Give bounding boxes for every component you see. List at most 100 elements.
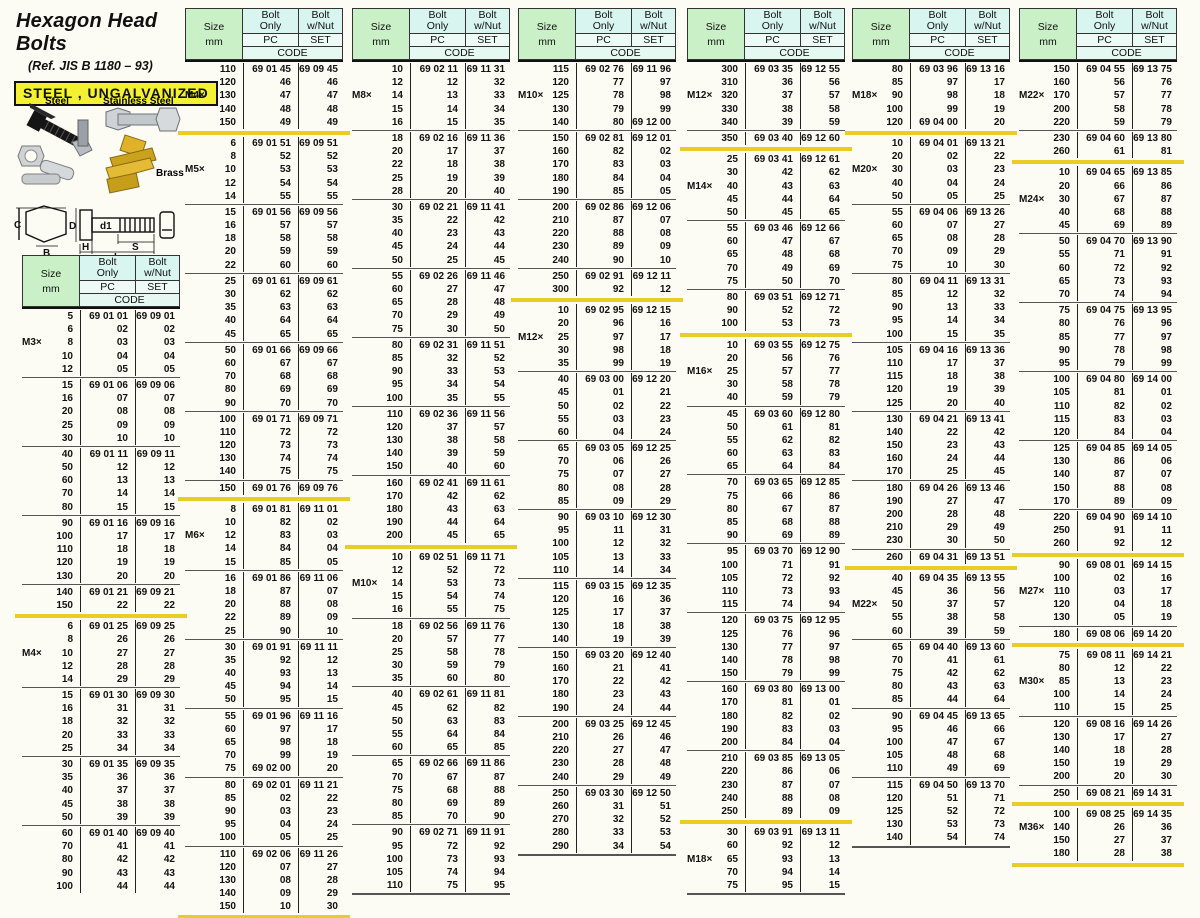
- pc-code-cell: 44: [80, 879, 136, 893]
- size-cell: 350: [687, 132, 745, 145]
- pc-code-cell: 29: [910, 521, 966, 535]
- table-row: 60 13 13: [22, 474, 180, 488]
- pc-code-cell: 52: [745, 304, 801, 318]
- size-value: 20: [391, 146, 403, 158]
- set-code-cell: 74: [326, 453, 338, 465]
- pc-code-cell: 89: [576, 240, 632, 254]
- size-value: 200: [1053, 771, 1070, 783]
- size-cell: 60: [687, 447, 745, 460]
- size-cell: 35: [22, 771, 80, 784]
- set-code-cell: 16: [659, 318, 671, 330]
- table-row: 180 43 63: [352, 503, 510, 517]
- table-row: 210 29 49: [852, 521, 1010, 535]
- size-cell: 105: [687, 572, 745, 585]
- size-value: 35: [391, 673, 403, 685]
- set-code-cell: 59: [828, 116, 840, 128]
- table-body: 115 69 02 76 69 11 96 120 77 97 M10× 125 78 98 130…: [511, 60, 683, 856]
- size-value: 140: [1053, 469, 1070, 481]
- size-cell: 190: [518, 185, 576, 198]
- pc-code-cell: 40: [410, 460, 466, 474]
- size-value: 20: [391, 633, 403, 645]
- thread-size-prefix: M10×: [352, 577, 378, 589]
- size-value: 25: [391, 646, 403, 658]
- set-code-cell: 69 12 00: [632, 116, 671, 128]
- set-code-cell: 03: [659, 159, 671, 171]
- pc-code-cell: 02: [910, 150, 966, 164]
- size-value: 25: [224, 625, 236, 637]
- size-cell: 30: [352, 659, 410, 672]
- set-code-cell: 94: [493, 866, 505, 878]
- pc-code-cell: 57: [243, 219, 299, 233]
- thread-size-prefix: M5×: [185, 164, 205, 176]
- pc-code-cell: 89: [745, 804, 801, 819]
- size-cell: 50: [22, 811, 80, 824]
- size-cell: 170: [1019, 495, 1077, 508]
- pc-code-cell: 12: [1077, 661, 1133, 676]
- size-value: 65: [391, 758, 403, 770]
- size-value: 85: [1058, 676, 1070, 688]
- thread-size-prefix: M12×: [687, 90, 713, 102]
- yellow-divider: [511, 298, 683, 303]
- pc-code-cell: 98: [243, 736, 299, 750]
- table-row: 190 85 05: [518, 184, 676, 198]
- size-value: 70: [891, 246, 903, 258]
- pc-code-cell: 69 03 30: [576, 786, 632, 800]
- pc-code-cell: 22: [410, 214, 466, 228]
- size-value: 80: [1058, 662, 1070, 674]
- set-code-cell: 87: [1160, 193, 1172, 205]
- size-value: 130: [386, 435, 403, 447]
- table-row: 16 31 31: [22, 702, 180, 716]
- size-cell: 55: [687, 222, 745, 235]
- table-header: Size mm Bolt Only Bolt w/Nut PC SET CODE: [852, 8, 1010, 60]
- set-code-cell: 37: [993, 357, 1005, 369]
- set-code-cell: 45: [493, 254, 505, 266]
- size-value: 40: [61, 448, 73, 460]
- table-row: 150 79 99: [687, 667, 845, 681]
- size-value: 12: [61, 363, 73, 375]
- pc-code-cell: 69 08 21: [1077, 786, 1133, 800]
- size-value: 150: [886, 440, 903, 452]
- size-cell: 190: [852, 495, 910, 508]
- size-value: 210: [721, 753, 738, 765]
- size-value: 120: [219, 440, 236, 452]
- size-value: 170: [1053, 495, 1070, 507]
- table-row: 25 58 78: [352, 645, 510, 660]
- table-row: 70 14 14: [22, 487, 180, 501]
- size-value: 14: [224, 190, 236, 202]
- set-code-cell: 31: [163, 703, 175, 715]
- set-code-cell: 08: [828, 792, 840, 804]
- set-code-cell: 85: [493, 742, 505, 754]
- size-value: 60: [891, 220, 903, 232]
- pc-code-cell: 05: [80, 362, 136, 376]
- size-cell: 45: [185, 328, 243, 341]
- table-row: 140 69 01 21 69 09 21: [22, 585, 180, 599]
- size-value: 35: [224, 302, 236, 314]
- pc-code-cell: 26: [576, 731, 632, 745]
- size-cell: 75: [687, 490, 745, 503]
- size-cell: 230: [518, 757, 576, 770]
- table-row: 50 95 15: [185, 693, 343, 707]
- size-value: 70: [1058, 289, 1070, 300]
- set-code-cell: 69 11 36: [466, 132, 505, 144]
- pc-code-cell: 87: [745, 778, 801, 792]
- size-cell: 120: [1019, 426, 1077, 439]
- size-value: 10: [61, 350, 73, 362]
- pc-code-cell: 61: [1077, 145, 1133, 159]
- size-cell: 95: [852, 314, 910, 327]
- size-cell: 170: [852, 465, 910, 478]
- bolt-with-nut-header: Bolt w/Nut: [136, 255, 180, 281]
- set-code-cell: 69 09 01: [136, 311, 175, 322]
- size-value: 75: [891, 259, 903, 271]
- size-value: 65: [224, 737, 236, 748]
- size-value: 35: [224, 654, 236, 666]
- table-row: 12 28 28: [22, 659, 180, 673]
- set-code-cell: 69 12 01: [632, 132, 671, 144]
- set-code-cell: 17: [163, 531, 175, 542]
- pc-code-cell: 27: [1077, 834, 1133, 848]
- table-row: 180 69 08 06 69 14 20: [1019, 627, 1177, 641]
- table-row: 220 86 06: [687, 765, 845, 779]
- size-cell: M4× 10: [22, 647, 80, 660]
- table-header: Size mm Bolt Only Bolt w/Nut PC SET CODE: [352, 8, 510, 60]
- table-row: 70 29 49: [352, 309, 510, 323]
- size-cell: 18: [352, 132, 410, 145]
